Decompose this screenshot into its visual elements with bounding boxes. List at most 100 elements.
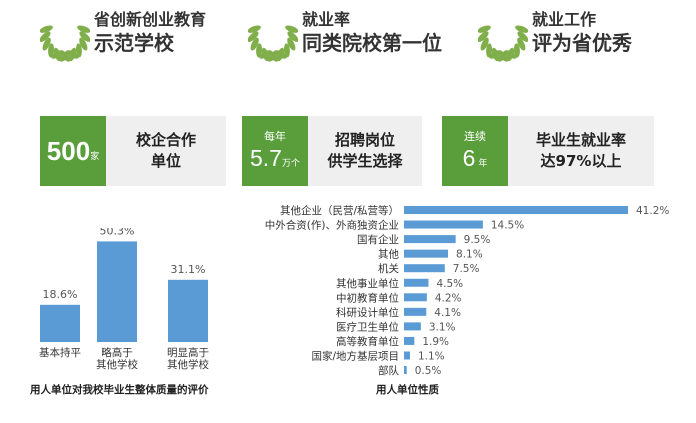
category-label: 部队 [378,364,399,377]
laurel-leaf [261,47,270,62]
laurel-leaf [513,43,520,58]
category-label: 中外合资(作)、外商独资企业 [265,219,399,232]
award-3-line1: 就业工作 [532,10,597,29]
chart-title: 用人单位性质 [375,383,439,396]
bar [404,322,421,331]
bar-value-label: 3.1% [429,321,456,333]
laurel-leaf [267,50,279,62]
stat-value-box: 500 家 [40,116,106,186]
bar-value-label: 18.6% [43,288,78,301]
laurel-leaf [491,47,500,62]
category-label: 国家/地方基层项目 [311,350,399,363]
laurel-leaf [517,31,528,42]
award-2-line2: 同类院校第一位 [302,31,442,55]
stat-desc-line2: 达97%以上 [540,152,622,170]
bar [404,206,628,214]
laurel-leaf [75,43,82,58]
laurel-leaf [497,50,509,62]
laurel-leaf [79,31,90,42]
laurel-leaf [480,37,489,51]
bar-value-label: 50.3% [100,228,135,237]
laurel-leaf [59,50,71,62]
bar-value-label: 4.5% [436,278,463,290]
stat-card-partners: 500 家 校企合作 单位 [40,116,226,186]
bar-value-label: 0.5% [415,365,442,377]
bar [404,307,427,316]
stat-value: 500 [46,135,91,166]
laurel-leaf [66,50,79,59]
award-3-line2: 评为省优秀 [532,31,632,55]
laurel-leaf [504,50,517,59]
laurel-leaf [77,25,90,33]
stat-desc-line1: 毕业生就业率 [535,131,626,149]
category-label: 基本持平 [39,346,81,359]
stat-value: 6 [462,145,476,171]
laurel-leaf [515,25,528,33]
bar-value-label: 4.1% [434,307,461,319]
laurel-leaf [48,43,55,58]
category-label: 明显高于 [167,346,209,359]
bar-value-label: 4.2% [435,292,462,304]
stat-value-box: 每年 5.7万个 [242,116,308,186]
laurel-leaf [53,47,62,62]
laurel-leaf [287,37,296,51]
stat-value: 5.7 [250,145,282,171]
laurel-icon [248,25,298,62]
category-label: 其他 [378,248,399,261]
laurel-leaf [40,31,51,42]
laurel-leaf [248,31,259,42]
laurel-leaf [283,43,290,58]
stat-card-jobs: 每年 5.7万个 招聘岗位 供学生选择 [242,116,422,186]
category-label: 机关 [378,262,399,275]
category-label: 医疗卫生单位 [336,320,399,333]
category-label: 其他学校 [167,358,209,371]
category-label: 略高于 [101,346,133,359]
laurel-icon [478,25,528,62]
laurel-icon [40,25,90,62]
bar-value-label: 31.1% [171,263,206,276]
stat-desc-line2: 供学生选择 [327,152,403,170]
laurel-leaf [250,37,259,51]
stat-unit: 家 [90,151,100,162]
bar-value-label: 14.5% [491,220,524,232]
bar-value-label: 1.9% [422,336,449,348]
laurel-leaf [478,31,489,42]
bar-value-label: 7.5% [453,263,480,275]
stat-unit: 年 [478,159,488,169]
laurel-leaf [486,43,493,58]
bar [404,278,429,287]
stat-desc-line1: 招聘岗位 [334,131,395,149]
category-label: 科研设计单位 [336,306,399,319]
stat-desc-line1: 校企合作 [135,131,196,149]
bar [97,241,137,342]
bar [404,293,427,302]
category-label: 其他事业单位 [336,277,399,290]
award-1-line1: 省创新创业教育 [94,10,207,29]
stat-desc-line2: 单位 [150,152,181,170]
award-2-line1: 就业率 [302,10,351,29]
employer-nature-chart: 其他企业（民营/私营等） 41.2% 中外合资(作)、外商独资企业 14.5% 国有企业… [265,204,670,396]
bar [404,249,449,258]
bar-value-label: 9.5% [464,234,491,246]
award-1-line2: 示范学校 [94,31,174,55]
laurel-leaf [478,25,491,33]
laurel-leaf [274,50,287,59]
laurel-leaf [79,37,88,51]
laurel-leaf [285,25,298,33]
laurel-leaf [42,37,51,51]
chart-title: 用人单位对我校毕业生整体质量的评价 [29,383,209,396]
laurel-leaf [287,31,298,42]
bar [40,304,80,342]
bar [168,279,208,342]
stat-prefix: 每年 [264,130,286,143]
category-label: 国有企业 [357,233,399,246]
stat-unit: 万个 [281,159,300,169]
bar [404,366,407,375]
bar [404,235,456,244]
category-label: 其他学校 [96,358,138,371]
bar-value-label: 8.1% [456,249,483,261]
laurel-leaf [40,25,53,33]
